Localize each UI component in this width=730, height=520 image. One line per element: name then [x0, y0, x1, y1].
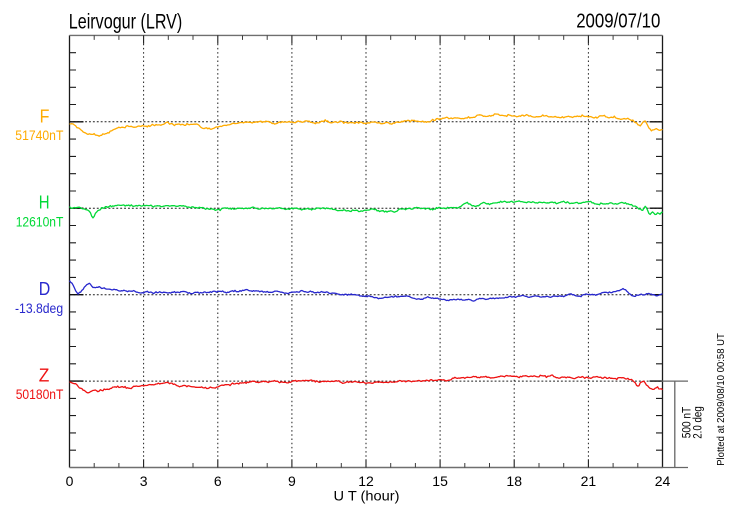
svg-text:21: 21 [581, 473, 597, 489]
svg-text:500 nT: 500 nT [681, 407, 693, 439]
svg-text:2.0 deg: 2.0 deg [693, 406, 705, 439]
svg-text:-13.8deg: -13.8deg [15, 300, 63, 316]
svg-text:12: 12 [358, 473, 374, 489]
svg-text:2009/07/10: 2009/07/10 [576, 11, 660, 33]
svg-text:Plotted at 2009/08/10 00:58 UT: Plotted at 2009/08/10 00:58 UT [716, 333, 727, 466]
svg-text:50180nT: 50180nT [16, 386, 64, 402]
svg-text:D: D [39, 279, 51, 299]
svg-text:12610nT: 12610nT [16, 213, 64, 229]
svg-text:Z: Z [39, 366, 50, 386]
svg-text:24: 24 [655, 473, 671, 489]
svg-text:9: 9 [288, 473, 296, 489]
svg-text:H: H [39, 193, 50, 213]
svg-text:3: 3 [140, 473, 148, 489]
svg-text:0: 0 [66, 473, 74, 489]
svg-text:51740nT: 51740nT [15, 127, 63, 143]
svg-text:U T (hour): U T (hour) [334, 487, 400, 503]
svg-text:18: 18 [506, 473, 522, 489]
svg-text:6: 6 [214, 473, 222, 489]
svg-text:Leirvogur (LRV): Leirvogur (LRV) [69, 10, 183, 33]
svg-text:F: F [40, 106, 50, 126]
svg-text:15: 15 [432, 473, 448, 489]
